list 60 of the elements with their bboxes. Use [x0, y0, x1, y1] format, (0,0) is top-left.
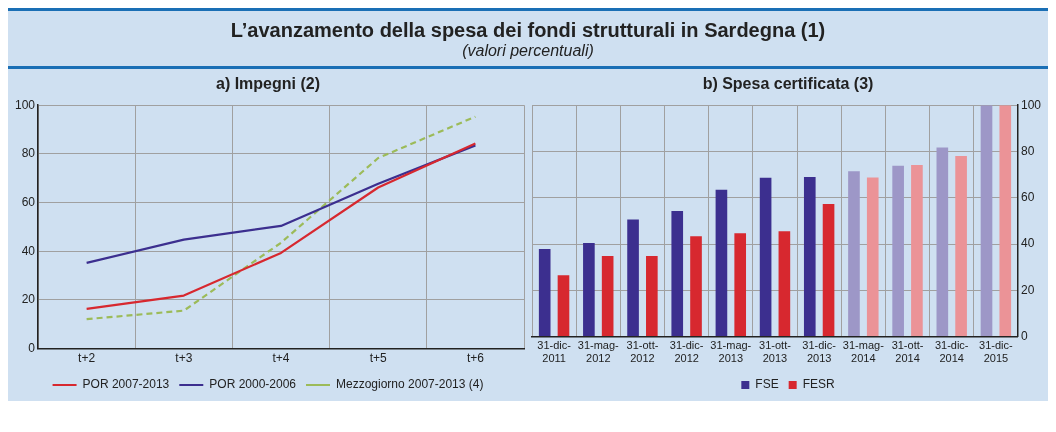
x-tick-label: 31-ott-2012 [626, 339, 659, 365]
legend-label: POR 2000-2006 [209, 377, 297, 392]
y-tick-label: 0 [28, 340, 36, 355]
x-tick-label: t+6 [466, 351, 485, 366]
legend-label: FSE [755, 377, 779, 392]
x-tick-label: 31-mag-2012 [577, 339, 620, 365]
bar [911, 164, 923, 337]
x-tick-label: t+4 [272, 351, 290, 366]
x-tick-label: 31-ott-2013 [759, 339, 792, 365]
x-tick-label: 31-dic-2011 [537, 339, 572, 365]
bar [583, 242, 595, 337]
bar [715, 189, 728, 337]
bar [778, 231, 791, 337]
bar [627, 219, 639, 337]
x-tick-label: t+5 [369, 351, 388, 366]
bar [980, 105, 993, 337]
bar [999, 105, 1012, 337]
bar [803, 176, 816, 337]
line-series [85, 115, 477, 321]
bar [557, 275, 570, 337]
y-tick-label: 60 [21, 194, 36, 209]
bar [671, 210, 684, 337]
x-tick-label: 31-ott-2014 [891, 339, 924, 365]
bar [936, 147, 949, 337]
y2-tick-label: 60 [1020, 190, 1035, 205]
text: L’avanzamento della spesa dei fondi strutturali in Sardegna (1) [229, 19, 827, 42]
x-tick-label: t+3 [175, 351, 193, 366]
bar [759, 177, 772, 337]
bar [822, 204, 835, 337]
x-tick-label: 31-mag-2013 [710, 339, 752, 365]
y-tick-label: 100 [14, 97, 36, 112]
bar [955, 156, 967, 337]
x-tick-label: 31-dic-2012 [669, 339, 704, 365]
y2-tick-label: 80 [1020, 143, 1035, 158]
chart-title: b) Spesa certificata (3) [701, 74, 875, 94]
y-tick-label: 40 [21, 243, 36, 258]
chart-title: a) Impegni (2) [215, 74, 321, 94]
text: (valori percentuali) [461, 42, 595, 60]
bar [892, 165, 904, 337]
x-tick-label: 31-dic-2014 [934, 339, 969, 365]
x-tick-label: 31-dic-2013 [802, 339, 837, 365]
y2-tick-label: 100 [1020, 97, 1042, 112]
y2-tick-label: 20 [1020, 282, 1035, 297]
y-tick-label: 20 [21, 292, 36, 307]
bar [538, 248, 551, 337]
y2-tick-label: 40 [1020, 236, 1035, 251]
bar [646, 256, 658, 337]
legend-label: POR 2007-2013 [82, 377, 170, 392]
bar [734, 233, 747, 337]
bar [601, 256, 614, 337]
bar [866, 177, 879, 337]
bar [690, 236, 702, 337]
y-tick-label: 80 [21, 146, 36, 161]
legend-label: FESR [802, 377, 835, 392]
bar [848, 171, 860, 337]
x-tick-label: 31-dic-2015 [979, 339, 1014, 365]
x-tick-label: t+2 [78, 351, 96, 366]
legend-label: Mezzogiorno 2007-2013 (4) [336, 377, 484, 392]
y2-tick-label: 0 [1020, 328, 1028, 343]
x-tick-label: 31-mag-2014 [842, 339, 885, 365]
